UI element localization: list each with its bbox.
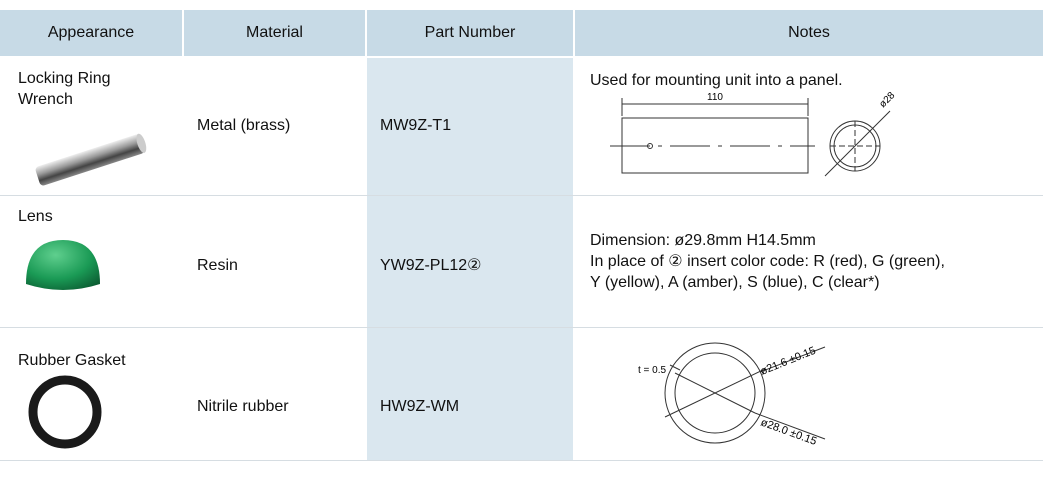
note: Dimension: ø29.8mm H14.5mm: [590, 232, 816, 249]
material: Resin: [197, 257, 238, 274]
part-number: HW9Z-WM: [380, 398, 460, 415]
row-divider: [0, 460, 1043, 461]
column-header: Part Number: [367, 10, 573, 56]
row-divider: [0, 195, 1043, 196]
dimension-label: ø28.0 ±0.15: [759, 417, 818, 448]
row-divider: [0, 327, 1043, 328]
dimension-label: ø28: [877, 90, 897, 110]
material: Metal (brass): [197, 117, 291, 134]
part-number-column-bg: [367, 58, 573, 460]
part-number: YW9Z-PL12②: [380, 257, 482, 274]
column-header: Notes: [575, 10, 1043, 56]
dimension-label: ø21.6 ±0.15: [759, 345, 818, 378]
part-number: MW9Z-T1: [380, 117, 452, 134]
appearance-name: Lens: [18, 208, 53, 225]
column-header: Appearance: [0, 10, 182, 56]
appearance-name: Rubber Gasket: [18, 352, 126, 369]
note: Used for mounting unit into a panel.: [590, 72, 843, 89]
wrench-drawing: 110 ø28: [610, 90, 898, 177]
note: Y (yellow), A (amber), S (blue), C (clea…: [590, 274, 880, 291]
gasket-image: [28, 375, 102, 449]
appearance-name: Locking Ring Wrench: [18, 70, 111, 108]
lens-image: [26, 240, 100, 290]
wrench-image: [35, 133, 147, 186]
dimension-label: t = 0.5: [638, 365, 667, 376]
gasket-drawing: t = 0.5 ø21.6 ±0.15 ø28.0 ±0.15: [638, 342, 826, 448]
dimension-label: 110: [707, 92, 723, 103]
material: Nitrile rubber: [197, 398, 289, 415]
note: In place of ② insert color code: R (red)…: [590, 253, 945, 270]
column-header: Material: [184, 10, 365, 56]
